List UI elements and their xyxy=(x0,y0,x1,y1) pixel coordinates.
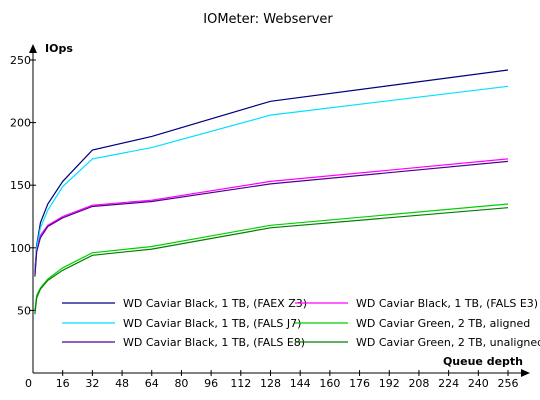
x-tick-label: 16 xyxy=(56,377,70,390)
series-line-1 xyxy=(34,69,509,272)
x-tick-label: 144 xyxy=(290,377,311,390)
legend-entry: WD Caviar Black, 1 TB, (FALS E3) xyxy=(356,297,538,310)
series-line-6 xyxy=(34,207,509,315)
x-tick-label: 192 xyxy=(379,377,400,390)
legend-entry: WD Caviar Green, 2 TB, aligned xyxy=(356,317,530,330)
series-lines xyxy=(34,69,509,315)
ticks: 0 16 32 48 64 80 96 112 128 144 160 176 192 208 224 240… xyxy=(10,54,519,390)
series-line-3 xyxy=(34,85,509,275)
x-axis-arrow-icon xyxy=(521,369,530,377)
legend-entry: WD Caviar Black, 1 TB, (FAEX Z3) xyxy=(123,297,307,310)
y-tick-label: 250 xyxy=(10,54,31,67)
y-tick-label: 100 xyxy=(10,242,31,255)
x-tick-label: 208 xyxy=(408,377,429,390)
y-axis-label: IOps xyxy=(45,42,73,55)
y-tick-label: 150 xyxy=(10,179,31,192)
x-tick-label: 128 xyxy=(260,377,281,390)
axes xyxy=(29,44,530,377)
y-axis-arrow-icon xyxy=(29,44,37,53)
legend-entry: WD Caviar Black, 1 TB, (FALS J7) xyxy=(123,317,301,330)
x-tick-label: 48 xyxy=(115,377,129,390)
series-line-2 xyxy=(34,158,509,275)
legend-entry: WD Caviar Green, 2 TB, unaligned xyxy=(356,336,540,349)
x-axis-label: Queue depth xyxy=(443,355,523,368)
chart-title: IOMeter: Webserver xyxy=(203,12,333,27)
x-tick-label: 224 xyxy=(438,377,459,390)
y-tick-label: 200 xyxy=(10,117,31,130)
x-tick-label: 0 xyxy=(25,377,32,390)
series-line-5 xyxy=(34,160,509,277)
x-tick-label: 96 xyxy=(204,377,218,390)
series-line-4 xyxy=(34,203,509,311)
x-tick-label: 160 xyxy=(319,377,340,390)
x-tick-label: 112 xyxy=(230,377,251,390)
legend-entry: WD Caviar Black, 1 TB, (FALS E8) xyxy=(123,336,305,349)
x-tick-label: 176 xyxy=(349,377,370,390)
x-tick-label: 64 xyxy=(145,377,159,390)
x-tick-label: 256 xyxy=(498,377,519,390)
y-tick-label: 50 xyxy=(17,304,31,317)
x-tick-label: 80 xyxy=(174,377,188,390)
x-tick-label: 32 xyxy=(85,377,99,390)
x-tick-label: 240 xyxy=(468,377,489,390)
legend: WD Caviar Black, 1 TB, (FAEX Z3) WD Cavia… xyxy=(62,297,540,349)
